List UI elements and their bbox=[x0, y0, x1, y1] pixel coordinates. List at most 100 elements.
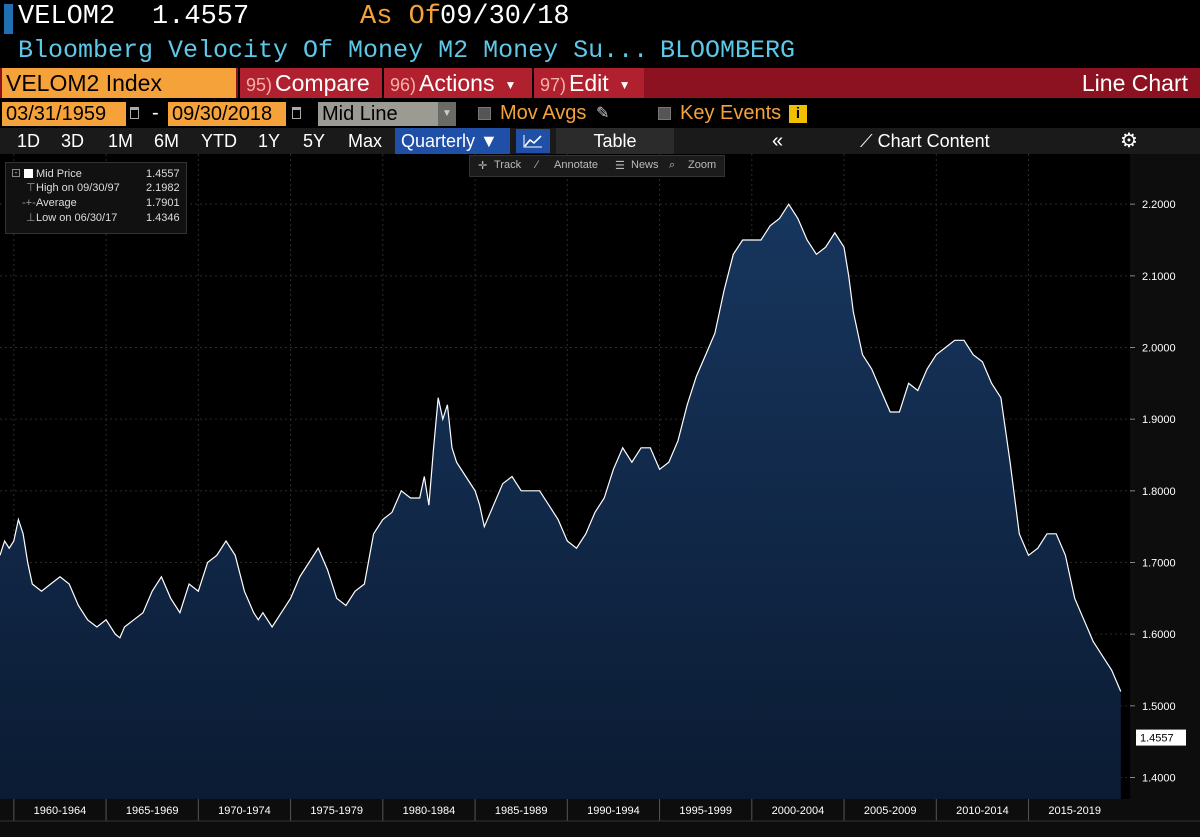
series-line bbox=[0, 203, 1122, 692]
line-chart-icon[interactable] bbox=[516, 129, 550, 153]
news-tool[interactable]: News bbox=[631, 159, 659, 171]
legend-low-label: Low on 06/30/17 bbox=[36, 212, 118, 224]
period-3d[interactable]: 3D bbox=[61, 131, 85, 151]
x-tick-label: 1970-1974 bbox=[218, 805, 271, 817]
chart-content-icon: ⟋ bbox=[860, 131, 873, 151]
high-marker-icon: ⊤ bbox=[26, 182, 36, 194]
ticker-marker bbox=[4, 4, 13, 34]
x-tick-label: 1985-1989 bbox=[495, 805, 548, 817]
chart-mode-select[interactable]: Mid Line ▼ bbox=[318, 102, 456, 126]
x-tick-label: 1975-1979 bbox=[310, 805, 363, 817]
mov-avgs-label[interactable]: Mov Avgs bbox=[500, 102, 587, 124]
x-tick-label: 2000-2004 bbox=[772, 805, 825, 817]
period-ytd[interactable]: YTD bbox=[201, 131, 237, 151]
annotate-tool[interactable]: Annotate bbox=[554, 159, 599, 171]
y-axis: 1.4000 1.5000 1.6000 1.7000 1.8000 1.9000 2.00… bbox=[1130, 154, 1200, 837]
edit-number: 97) bbox=[540, 75, 567, 95]
period-max[interactable]: Max bbox=[348, 131, 383, 151]
last-value-box bbox=[1136, 729, 1186, 746]
chart-tools: ✛ Track ∕ Annotate ☰ News ⌕ Zoom bbox=[469, 155, 725, 177]
table-button[interactable]: Table bbox=[556, 128, 674, 154]
chart-content-button[interactable]: ⟋ Chart Content bbox=[860, 128, 990, 154]
x-tick-label: 2010-2014 bbox=[956, 805, 1009, 817]
key-events-label[interactable]: Key Events bbox=[680, 102, 782, 124]
legend-high-label: High on 09/30/97 bbox=[36, 182, 120, 194]
start-date-field[interactable]: 03/31/1959 bbox=[2, 102, 126, 126]
crosshair-icon[interactable]: ✛ bbox=[478, 160, 488, 172]
caret-down-icon: ▼ bbox=[618, 77, 631, 92]
edit-label: Edit bbox=[569, 70, 609, 96]
line-chart[interactable]: 1.4000 1.5000 1.6000 1.7000 1.8000 1.9000 2.00… bbox=[0, 154, 1200, 837]
menu-bar: VELOM2 Index 95) Compare 96) Actions ▼ 97) E… bbox=[0, 68, 1200, 98]
last-price: 1.4557 bbox=[152, 2, 250, 32]
legend-high: ⊤ High on 09/30/97 2.1982 bbox=[6, 181, 186, 195]
security-name: Bloomberg Velocity Of Money M2 Money Su.… bbox=[18, 36, 649, 65]
average-marker-icon: -+- bbox=[22, 197, 36, 209]
as-of-date: 09/30/18 bbox=[440, 2, 570, 32]
actions-button[interactable]: 96) Actions ▼ bbox=[382, 68, 532, 98]
y-axis-panel bbox=[1130, 154, 1200, 837]
x-axis: 1960-1964 1965-1969 1970-1974 1975-1979 1980… bbox=[0, 799, 1200, 837]
y-tick-label: 1.6000 bbox=[1142, 629, 1176, 641]
x-tick-label: 1980-1984 bbox=[403, 805, 456, 817]
actions-number: 96) bbox=[390, 75, 417, 95]
gear-icon[interactable]: ⚙ bbox=[1120, 130, 1138, 152]
frequency-select[interactable]: Quarterly ▼ bbox=[395, 128, 510, 154]
end-date-field[interactable]: 09/30/2018 bbox=[168, 102, 286, 126]
last-value-label: 1.4557 bbox=[1140, 733, 1174, 745]
legend-high-value: 2.1982 bbox=[146, 182, 180, 194]
description-line: Bloomberg Velocity Of Money M2 Money Su.… bbox=[0, 36, 1200, 68]
date-separator: - bbox=[152, 102, 159, 124]
period-1m[interactable]: 1M bbox=[108, 131, 134, 151]
compare-button[interactable]: 95) Compare bbox=[238, 68, 382, 98]
legend-mid-value: 1.4557 bbox=[146, 168, 180, 180]
y-tick-label: 2.0000 bbox=[1142, 343, 1176, 355]
y-tick-label: 1.8000 bbox=[1142, 486, 1176, 498]
period-1d[interactable]: 1D bbox=[17, 131, 41, 151]
x-axis-panel bbox=[0, 799, 1200, 837]
period-5y[interactable]: 5Y bbox=[303, 131, 326, 151]
annotate-icon[interactable]: ∕ bbox=[536, 159, 538, 171]
legend-box: - Mid Price 1.4557 ⊤ High on 09/30/97 2.… bbox=[5, 162, 187, 234]
security-input[interactable]: VELOM2 Index bbox=[2, 68, 236, 98]
calendar-icon[interactable] bbox=[130, 107, 139, 119]
collapse-icon[interactable]: « bbox=[772, 130, 784, 152]
period-6m[interactable]: 6M bbox=[154, 131, 180, 151]
track-tool[interactable]: Track bbox=[494, 159, 522, 171]
pencil-icon[interactable]: ✎ bbox=[596, 105, 610, 122]
x-tick-label: 2005-2009 bbox=[864, 805, 917, 817]
legend-mid: - Mid Price 1.4557 bbox=[6, 167, 186, 181]
news-icon[interactable]: ☰ bbox=[615, 160, 625, 172]
calendar-icon[interactable] bbox=[292, 107, 301, 119]
period-toolbar: 1D 3D 1M 6M YTD 1Y 5Y Max Quarterly ▼ Ta… bbox=[0, 128, 1200, 154]
series-area bbox=[0, 204, 1121, 799]
dropdown-arrow-icon: ▼ bbox=[438, 102, 456, 126]
security-source: BLOOMBERG bbox=[660, 36, 796, 65]
mov-avgs-checkbox[interactable] bbox=[478, 107, 491, 120]
ticker-symbol: VELOM2 bbox=[18, 2, 116, 32]
y-tick-label: 1.4000 bbox=[1142, 773, 1176, 785]
y-tick-label: 1.7000 bbox=[1142, 558, 1176, 570]
info-icon[interactable]: i bbox=[789, 105, 807, 123]
edit-button[interactable]: 97) Edit ▼ bbox=[532, 68, 644, 98]
y-tick-label: 2.1000 bbox=[1142, 271, 1176, 283]
zoom-tool[interactable]: Zoom bbox=[688, 159, 717, 171]
legend-low: ⊥ Low on 06/30/17 1.4346 bbox=[6, 211, 186, 225]
legend-mid-label: Mid Price bbox=[36, 168, 82, 180]
title-line: VELOM2 1.4557 As Of 09/30/18 bbox=[0, 0, 1200, 36]
as-of-label: As Of bbox=[360, 2, 442, 32]
collapse-box-icon[interactable]: - bbox=[12, 169, 20, 177]
chart-content-label: Chart Content bbox=[877, 131, 990, 151]
zoom-icon[interactable]: ⌕ bbox=[669, 159, 676, 171]
period-1y[interactable]: 1Y bbox=[258, 131, 281, 151]
view-type-label: Line Chart bbox=[1081, 70, 1188, 96]
legend-low-value: 1.4346 bbox=[146, 212, 180, 224]
x-tick-label: 1995-1999 bbox=[679, 805, 732, 817]
y-tick-label: 2.2000 bbox=[1142, 199, 1176, 211]
x-tick-label: 1990-1994 bbox=[587, 805, 640, 817]
x-tick-label: 1965-1969 bbox=[126, 805, 179, 817]
low-marker-icon: ⊥ bbox=[26, 212, 36, 224]
key-events-checkbox[interactable] bbox=[658, 107, 671, 120]
date-range-row: 03/31/1959 - 09/30/2018 Mid Line ▼ Mov A… bbox=[0, 100, 1200, 128]
x-tick-label: 1960-1964 bbox=[34, 805, 87, 817]
